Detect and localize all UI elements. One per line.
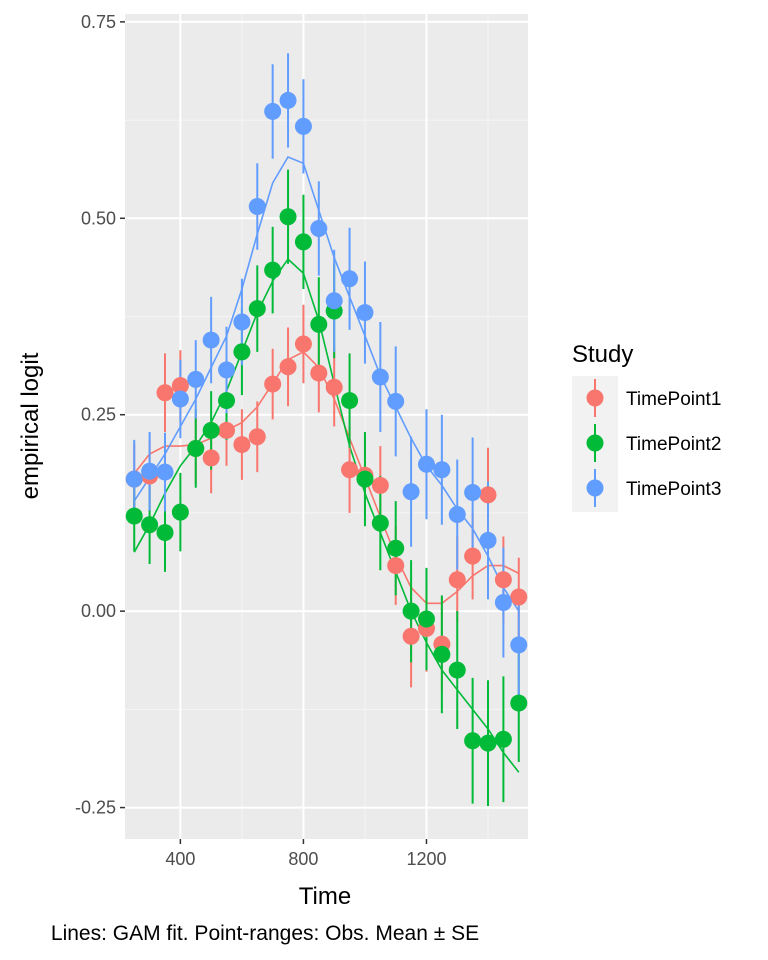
caption: Lines: GAM fit. Point-ranges: Obs. Mean … (51, 922, 479, 945)
x-tick-label: 1200 (406, 849, 446, 869)
data-point (264, 102, 282, 120)
data-point (202, 421, 220, 439)
data-point (141, 516, 159, 534)
data-point (433, 645, 451, 663)
data-point (310, 315, 328, 333)
legend-key-point (586, 434, 604, 452)
legend-key-point (586, 479, 604, 497)
data-point (356, 470, 374, 488)
legend: Study TimePoint1 TimePoint2 TimePoint3 (572, 341, 721, 512)
data-point (387, 557, 405, 575)
data-point (371, 368, 389, 386)
data-point (294, 117, 312, 135)
data-point (202, 331, 220, 349)
data-point (479, 486, 497, 504)
y-tick-label: 0.50 (81, 208, 116, 228)
data-point (371, 476, 389, 494)
axes: 400 800 1200 -0.25 0.00 0.25 0.50 0.75 (75, 12, 447, 869)
data-point (248, 428, 266, 446)
data-point (448, 571, 466, 589)
data-point (202, 449, 220, 467)
data-point (341, 461, 359, 479)
legend-label: TimePoint2 (626, 434, 721, 455)
data-point (448, 506, 466, 523)
data-point (448, 661, 466, 679)
data-point (510, 636, 528, 654)
data-point (387, 392, 405, 410)
data-point (341, 392, 359, 410)
data-point (510, 694, 528, 712)
data-point (371, 514, 389, 532)
y-tick-label: 0.25 (81, 405, 116, 425)
data-point (417, 455, 435, 473)
data-point (156, 463, 174, 481)
data-point (479, 531, 497, 549)
data-point (218, 392, 236, 410)
legend-label: TimePoint1 (626, 389, 721, 410)
data-point (171, 377, 189, 395)
y-tick-label: -0.25 (75, 798, 116, 818)
data-point (310, 364, 328, 382)
data-point (510, 588, 528, 606)
data-point (187, 440, 205, 457)
data-point (433, 461, 451, 479)
data-point (387, 539, 405, 557)
legend-key-point (586, 389, 604, 407)
data-point (233, 436, 251, 454)
data-point (294, 335, 312, 353)
grid-lines (125, 14, 528, 839)
data-point (279, 358, 297, 376)
data-point (279, 208, 297, 226)
data-point (141, 462, 159, 480)
data-point (248, 198, 266, 215)
x-axis-title: Time (299, 883, 351, 910)
data-point (356, 304, 374, 322)
y-tick-label: 0.00 (81, 601, 116, 621)
data-point (464, 484, 482, 501)
data-point (171, 503, 189, 521)
fit-line-timepoint3 (133, 155, 520, 612)
data-point (248, 300, 266, 318)
data-point (325, 292, 343, 310)
data-point (402, 627, 420, 645)
data-point (494, 594, 512, 611)
data-point (494, 730, 512, 748)
data-point (233, 313, 251, 331)
data-point (264, 375, 282, 393)
data-point (171, 390, 189, 408)
plot-panel (125, 14, 528, 839)
data-point (218, 421, 236, 439)
data-point (279, 91, 297, 109)
data-point (479, 734, 497, 752)
data-point (156, 524, 174, 542)
data-point (402, 483, 420, 501)
data-point (310, 220, 328, 237)
data-point (125, 507, 143, 525)
data-point (325, 378, 343, 396)
data-point (125, 470, 143, 488)
y-axis-title: empirical logit (17, 352, 44, 499)
x-tick-label: 800 (288, 849, 318, 869)
data-point (233, 343, 251, 361)
data-point (341, 270, 359, 288)
data-point (156, 384, 174, 402)
data-point (417, 610, 435, 628)
data-point (402, 602, 420, 620)
data-point (494, 571, 512, 589)
data-point (464, 732, 482, 750)
data-points (125, 91, 528, 752)
data-point (218, 361, 236, 379)
y-tick-label: 0.75 (81, 12, 116, 32)
x-tick-label: 400 (165, 849, 195, 869)
data-point (464, 547, 482, 565)
legend-title: Study (572, 341, 633, 368)
data-point (187, 370, 205, 388)
data-point (264, 261, 282, 279)
data-point (294, 233, 312, 251)
legend-label: TimePoint3 (626, 479, 721, 500)
